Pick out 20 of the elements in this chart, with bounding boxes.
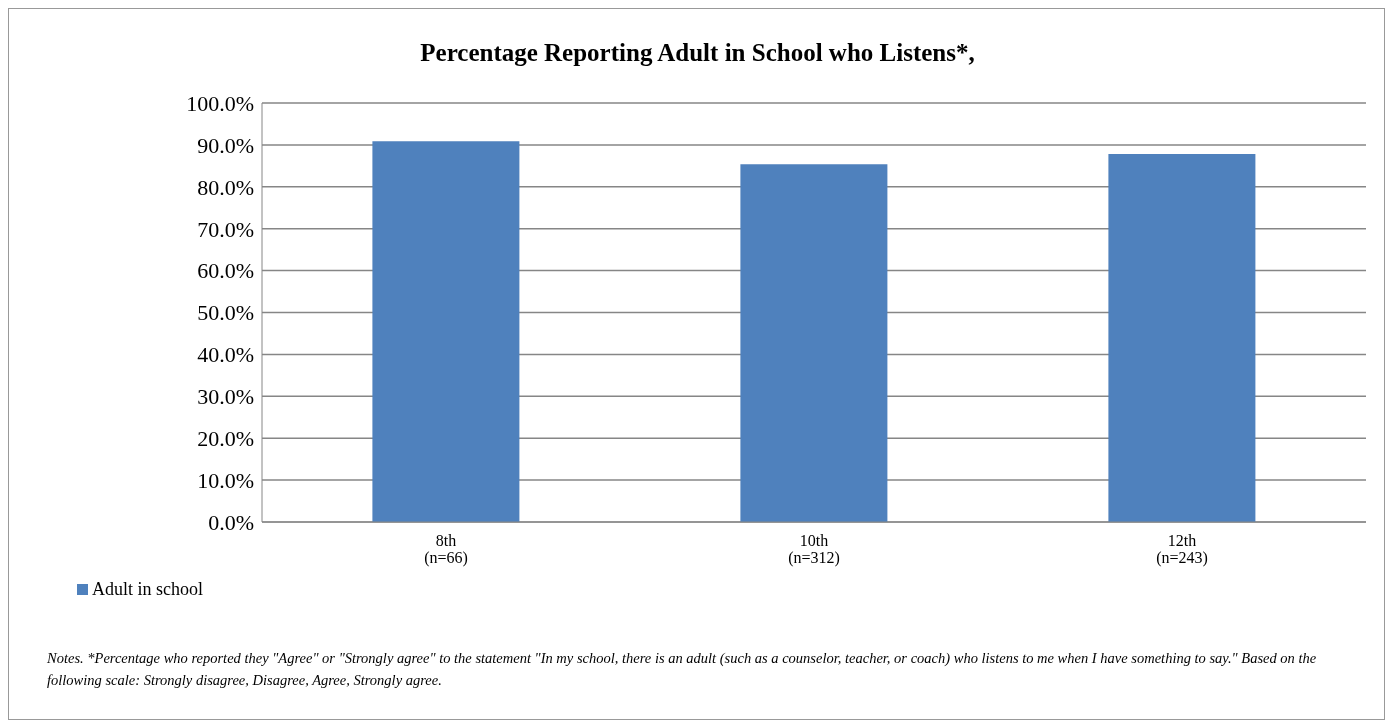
y-tick-label: 0.0%: [208, 509, 254, 535]
y-tick-label: 30.0%: [197, 384, 254, 410]
y-tick-label: 70.0%: [197, 216, 254, 242]
y-tick-label: 80.0%: [197, 174, 254, 200]
text: Notes. *Percentage who reported they "Agree" or "Strongly agree" to the statement "In my school, there is an adult (such as a counselor, teacher, or coach) who listens to me when I have something to say." Based on the following scale: Strongly disagree, Disagree, Agree, Strongly agree.: [47, 649, 1317, 690]
bar: [1108, 154, 1256, 522]
x-tick-label: 12th (n=243): [1156, 532, 1208, 567]
x-tick-label: 10th (n=312): [788, 532, 840, 567]
bar: [372, 141, 520, 522]
y-tick-label: 10.0%: [197, 467, 254, 493]
x-tick-label: 8th (n=66): [424, 532, 468, 567]
legend-label: Adult in school: [92, 579, 203, 600]
y-tick-label: 50.0%: [197, 300, 254, 326]
bar: [740, 164, 888, 522]
y-tick-label: 20.0%: [197, 426, 254, 452]
y-tick-label: 90.0%: [197, 132, 254, 158]
y-tick-label: 60.0%: [197, 258, 254, 284]
chart-title: Percentage Reporting Adult in School who Listens*,: [419, 39, 976, 67]
y-tick-label: 40.0%: [197, 342, 254, 368]
y-tick-label: 100.0%: [186, 90, 254, 116]
